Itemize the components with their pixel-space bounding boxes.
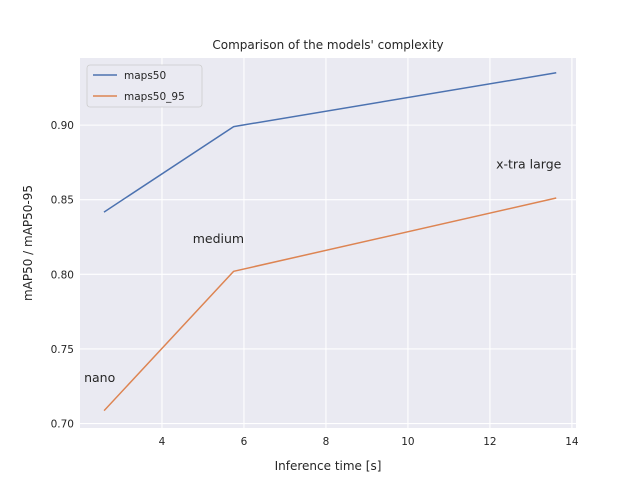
annotation-label: nano (84, 370, 115, 385)
plot-area (80, 58, 576, 428)
y-tick-label: 0.80 (51, 269, 74, 281)
annotations: nano medium x-tra large (84, 156, 562, 384)
y-tick-label: 0.85 (51, 195, 74, 207)
annotation-label: x-tra large (496, 156, 562, 171)
x-tick-label: 8 (323, 436, 330, 448)
x-axis-label: Inference time [s] (275, 459, 382, 473)
x-tick-label: 14 (565, 436, 579, 448)
series-line-maps50 (103, 72, 557, 213)
tick-labels: 4 6 8 10 12 14 0.70 0.75 0.80 0.85 0.90 (51, 120, 579, 448)
legend-label-maps50-95: maps50_95 (124, 91, 185, 103)
x-tick-label: 4 (159, 436, 166, 448)
grid (80, 58, 576, 428)
x-tick-label: 12 (483, 436, 496, 448)
series-line-maps50-95 (103, 197, 557, 412)
x-tick-label: 6 (241, 436, 248, 448)
y-tick-label: 0.90 (51, 120, 74, 132)
x-tick-label: 10 (401, 436, 414, 448)
y-tick-label: 0.75 (51, 344, 74, 356)
annotation-label: medium (193, 231, 244, 246)
legend: maps50 maps50_95 (86, 64, 203, 108)
y-axis-label: mAP50 / mAP50-95 (21, 185, 35, 301)
legend-label-maps50: maps50 (124, 70, 166, 82)
series-lines (103, 72, 557, 412)
chart-title: Comparison of the models' complexity (212, 38, 443, 52)
y-tick-label: 0.70 (51, 419, 74, 431)
